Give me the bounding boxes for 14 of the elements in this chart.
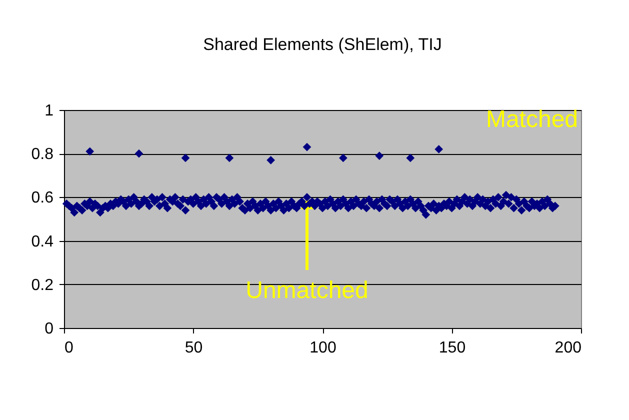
- y-tick-label: 0.4: [31, 233, 54, 250]
- chart-title: Shared Elements (ShElem), TIJ: [203, 35, 442, 54]
- x-tick-label: 0: [64, 340, 74, 356]
- annotation: Unmatched: [246, 277, 368, 304]
- y-tick-label: 0.2: [31, 276, 54, 294]
- y-tick-label: 1: [44, 102, 54, 120]
- x-tick-label: 50: [184, 340, 203, 356]
- x-tick-label: 150: [438, 340, 466, 356]
- x-tick-label: 200: [554, 340, 582, 356]
- x-tick-label: 100: [310, 340, 336, 356]
- y-tick-label: 0.6: [31, 190, 54, 207]
- y-tick-label: 0.8: [31, 146, 54, 164]
- annotation: Matched: [486, 106, 578, 133]
- y-tick-label: 0: [44, 320, 54, 338]
